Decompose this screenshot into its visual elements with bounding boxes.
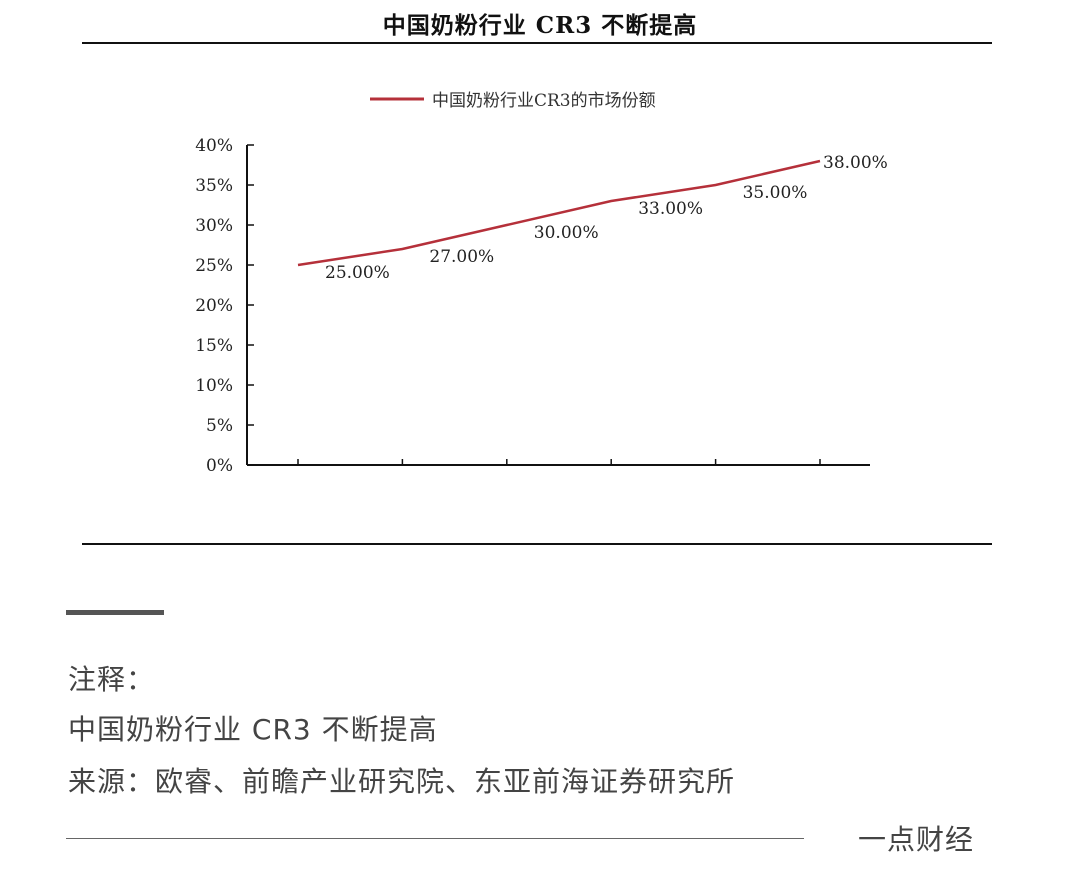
title-rule [82,42,992,44]
data-label: 35.00% [743,183,808,203]
chart-title: 中国奶粉行业 CR3 不断提高 [382,12,698,39]
chart-bottom-rule [82,543,992,545]
y-tick-label: 20% [195,296,233,316]
y-tick-label: 30% [195,216,233,236]
data-label: 27.00% [429,247,494,267]
footer-rule [66,838,804,839]
series-line [297,159,821,267]
y-tick-label: 35% [195,176,233,196]
note-accent-bar [66,610,164,615]
y-tick-label: 10% [195,376,233,396]
y-tick-label: 40% [195,136,233,156]
note-label: 注释： [68,663,156,696]
data-label: 38.00% [823,153,888,173]
note-source: 来源：欧睿、前瞻产业研究院、东亚前海证券研究所 [68,765,736,798]
data-label: 25.00% [325,263,390,283]
data-label: 30.00% [534,223,599,243]
legend-label: 中国奶粉行业CR3的市场份额 [432,91,656,111]
y-tick-label: 15% [195,336,233,356]
y-tick-label: 5% [206,416,233,436]
data-label: 33.00% [638,199,703,219]
brand-watermark: 一点财经 [858,823,975,856]
line-chart: 中国奶粉行业CR3的市场份额 0% 5% 10% 15% 20% 25% 30% 35% 40% 2… [195,91,888,476]
y-tick-label: 25% [195,256,233,276]
y-tick-label: 0% [206,456,233,476]
note-caption: 中国奶粉行业 CR3 不断提高 [68,713,438,746]
